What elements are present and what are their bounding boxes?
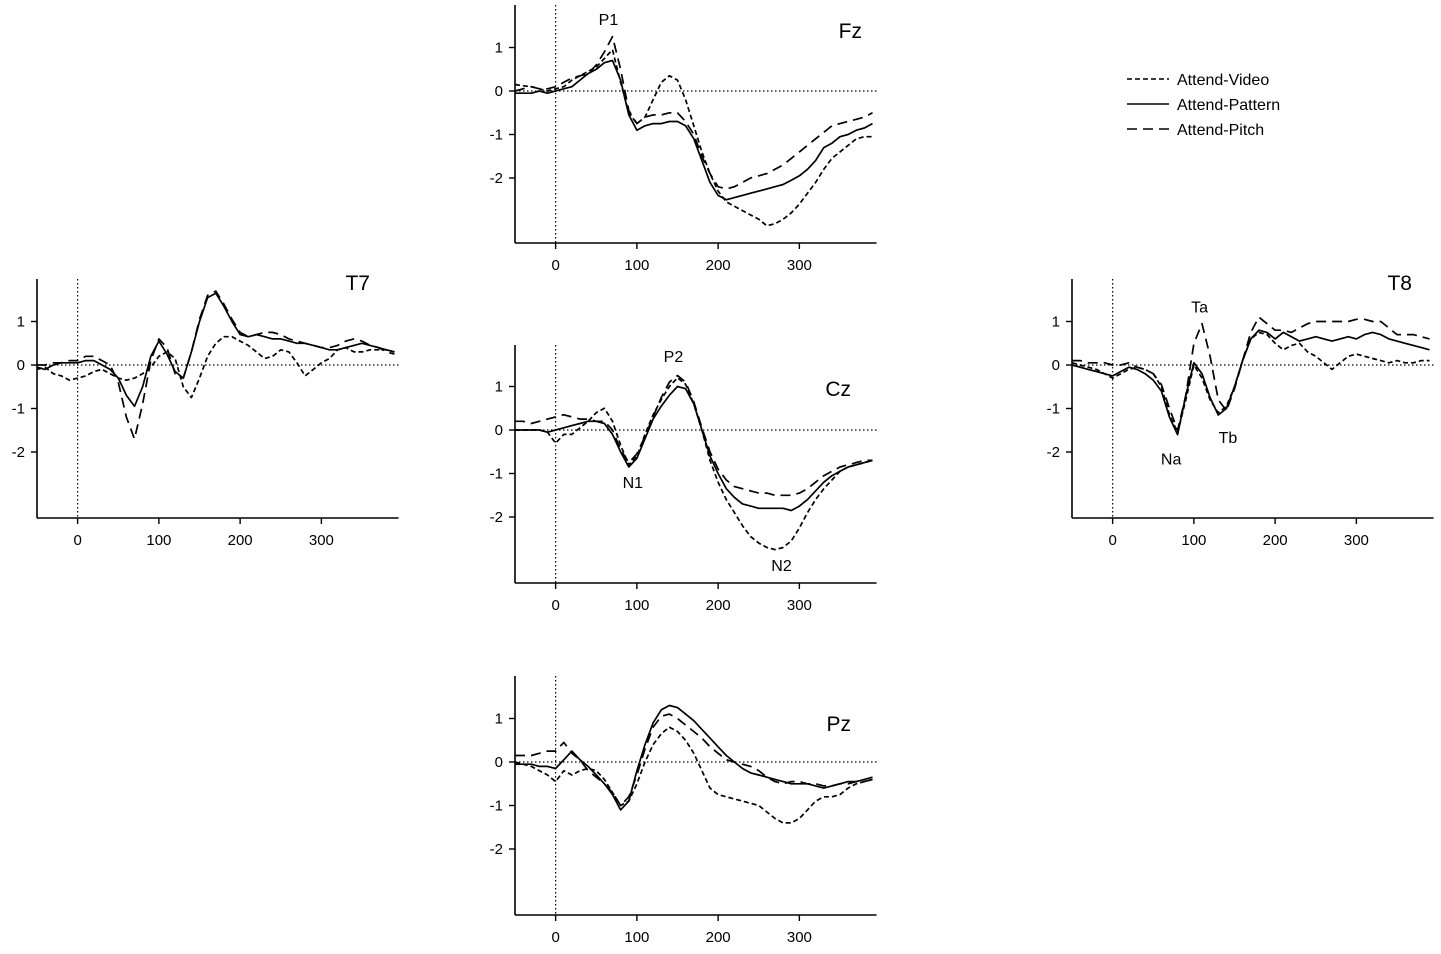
trace-pz-attend-pitch bbox=[515, 713, 873, 807]
trace-cz-attend-pattern bbox=[515, 385, 873, 512]
x-tick-label: 200 bbox=[228, 532, 253, 549]
trace-cz-attend-video bbox=[515, 376, 873, 551]
y-tick-label: 0 bbox=[495, 754, 503, 771]
channel-label-cz: Cz bbox=[825, 378, 851, 401]
y-tick-label: -2 bbox=[490, 841, 503, 858]
y-tick-label: -1 bbox=[490, 466, 503, 483]
y-tick-label: -1 bbox=[490, 127, 503, 144]
y-tick-label: -2 bbox=[490, 509, 503, 526]
peak-label-n1: N1 bbox=[623, 475, 644, 492]
trace-fz-attend-video bbox=[514, 48, 873, 227]
panel-pz: 1 0 -1 -2 0 100 200 300 Pz bbox=[490, 676, 877, 946]
panel-t7: 1 0 -1 -2 0 100 200 300 T7 bbox=[12, 272, 399, 549]
x-tick-label: 200 bbox=[706, 257, 731, 274]
channel-label-fz: Fz bbox=[839, 20, 862, 43]
x-tick-label: 100 bbox=[624, 257, 649, 274]
panel-fz: 1 0 -1 -2 0 100 200 300 Fz P1 bbox=[490, 5, 877, 274]
x-tick-label: 100 bbox=[1181, 532, 1206, 549]
y-tick-label: 1 bbox=[495, 40, 503, 57]
x-tick-label: 300 bbox=[787, 929, 812, 946]
x-tick-label: 0 bbox=[551, 257, 559, 274]
y-tick-label: 0 bbox=[1052, 357, 1060, 374]
peak-label-ta: Ta bbox=[1191, 299, 1208, 316]
legend: Attend-Video Attend-Pattern Attend-Pitch bbox=[1127, 72, 1280, 139]
peak-label-n2: N2 bbox=[771, 558, 792, 575]
x-tick-label: 0 bbox=[73, 532, 81, 549]
x-tick-label: 300 bbox=[1344, 532, 1369, 549]
y-tick-label: -2 bbox=[1047, 444, 1060, 461]
y-tick-label: -1 bbox=[1047, 401, 1060, 418]
channel-label-pz: Pz bbox=[826, 713, 851, 736]
y-tick-label: -2 bbox=[490, 170, 503, 187]
y-tick-label: -1 bbox=[490, 798, 503, 815]
trace-t8-attend-pitch bbox=[1072, 316, 1430, 432]
peak-label-tb: Tb bbox=[1219, 430, 1238, 447]
trace-fz-attend-pitch bbox=[514, 35, 873, 190]
y-tick-label: 1 bbox=[495, 711, 503, 728]
peak-label-p2: P2 bbox=[664, 349, 684, 366]
y-tick-label: 1 bbox=[1052, 314, 1060, 331]
y-tick-label: 0 bbox=[495, 83, 503, 100]
legend-label-attend-pitch: Attend-Pitch bbox=[1177, 122, 1264, 139]
channel-label-t8: T8 bbox=[1387, 272, 1412, 295]
trace-t8-attend-video bbox=[1071, 331, 1430, 434]
x-tick-label: 300 bbox=[787, 597, 812, 614]
y-tick-label: 1 bbox=[495, 379, 503, 396]
y-tick-label: 1 bbox=[17, 314, 25, 331]
peak-label-na: Na bbox=[1161, 452, 1182, 469]
y-tick-label: 0 bbox=[495, 422, 503, 439]
x-tick-label: 0 bbox=[1108, 532, 1116, 549]
x-tick-label: 100 bbox=[146, 532, 171, 549]
panel-cz: 1 0 -1 -2 0 100 200 300 Cz P2 N1 N2 bbox=[490, 345, 877, 614]
x-tick-label: 0 bbox=[551, 597, 559, 614]
y-tick-label: -1 bbox=[12, 401, 25, 418]
x-tick-label: 200 bbox=[1263, 532, 1288, 549]
y-tick-label: -2 bbox=[12, 444, 25, 461]
legend-label-attend-video: Attend-Video bbox=[1177, 72, 1269, 89]
x-tick-label: 0 bbox=[551, 929, 559, 946]
trace-t7-attend-pitch bbox=[37, 290, 395, 440]
channel-label-t7: T7 bbox=[345, 272, 370, 295]
trace-pz-attend-pattern bbox=[515, 704, 873, 811]
trace-t8-attend-pattern bbox=[1071, 329, 1430, 436]
peak-label-p1: P1 bbox=[599, 12, 619, 29]
x-tick-label: 100 bbox=[624, 929, 649, 946]
x-tick-label: 300 bbox=[787, 257, 812, 274]
y-tick-label: 0 bbox=[17, 357, 25, 374]
x-tick-label: 100 bbox=[624, 597, 649, 614]
x-tick-label: 200 bbox=[706, 597, 731, 614]
x-tick-label: 300 bbox=[309, 532, 334, 549]
trace-pz-attend-video bbox=[514, 726, 873, 824]
panel-t8: 1 0 -1 -2 0 100 200 300 T8 Ta Na Tb bbox=[1047, 272, 1434, 549]
trace-t7-attend-pattern bbox=[36, 292, 395, 408]
trace-cz-attend-pitch bbox=[515, 374, 873, 497]
x-tick-label: 200 bbox=[706, 929, 731, 946]
trace-t7-attend-video bbox=[36, 335, 395, 399]
legend-label-attend-pattern: Attend-Pattern bbox=[1177, 97, 1280, 114]
trace-fz-attend-pattern bbox=[515, 59, 873, 201]
